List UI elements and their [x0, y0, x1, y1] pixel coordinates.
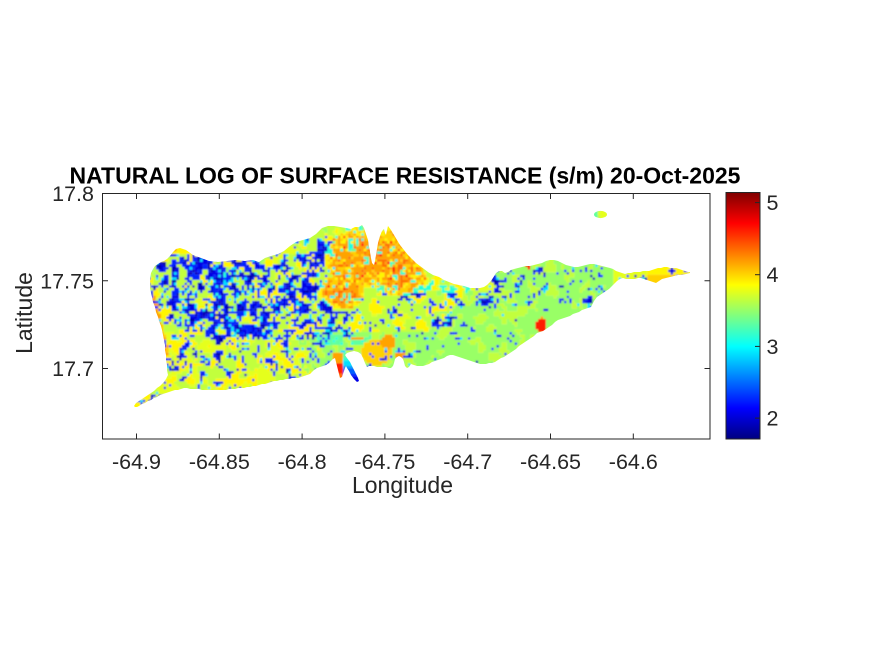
svg-text:4: 4: [767, 263, 779, 287]
svg-text:-64.65: -64.65: [520, 450, 581, 474]
svg-text:-64.8: -64.8: [278, 450, 327, 474]
svg-text:17.8: 17.8: [52, 182, 94, 206]
svg-text:Latitude: Latitude: [11, 272, 37, 354]
svg-text:-64.7: -64.7: [443, 450, 492, 474]
svg-text:-64.85: -64.85: [189, 450, 250, 474]
svg-text:-64.9: -64.9: [112, 450, 161, 474]
svg-text:Longitude: Longitude: [352, 472, 453, 498]
svg-text:17.7: 17.7: [52, 357, 94, 381]
svg-text:2: 2: [767, 407, 779, 431]
svg-text:17.75: 17.75: [40, 269, 94, 293]
svg-text:5: 5: [767, 191, 779, 215]
svg-text:NATURAL LOG OF SURFACE RESISTA: NATURAL LOG OF SURFACE RESISTANCE (s/m) …: [70, 163, 741, 189]
svg-text:-64.75: -64.75: [354, 450, 415, 474]
svg-text:3: 3: [767, 335, 779, 359]
svg-text:-64.6: -64.6: [609, 450, 658, 474]
